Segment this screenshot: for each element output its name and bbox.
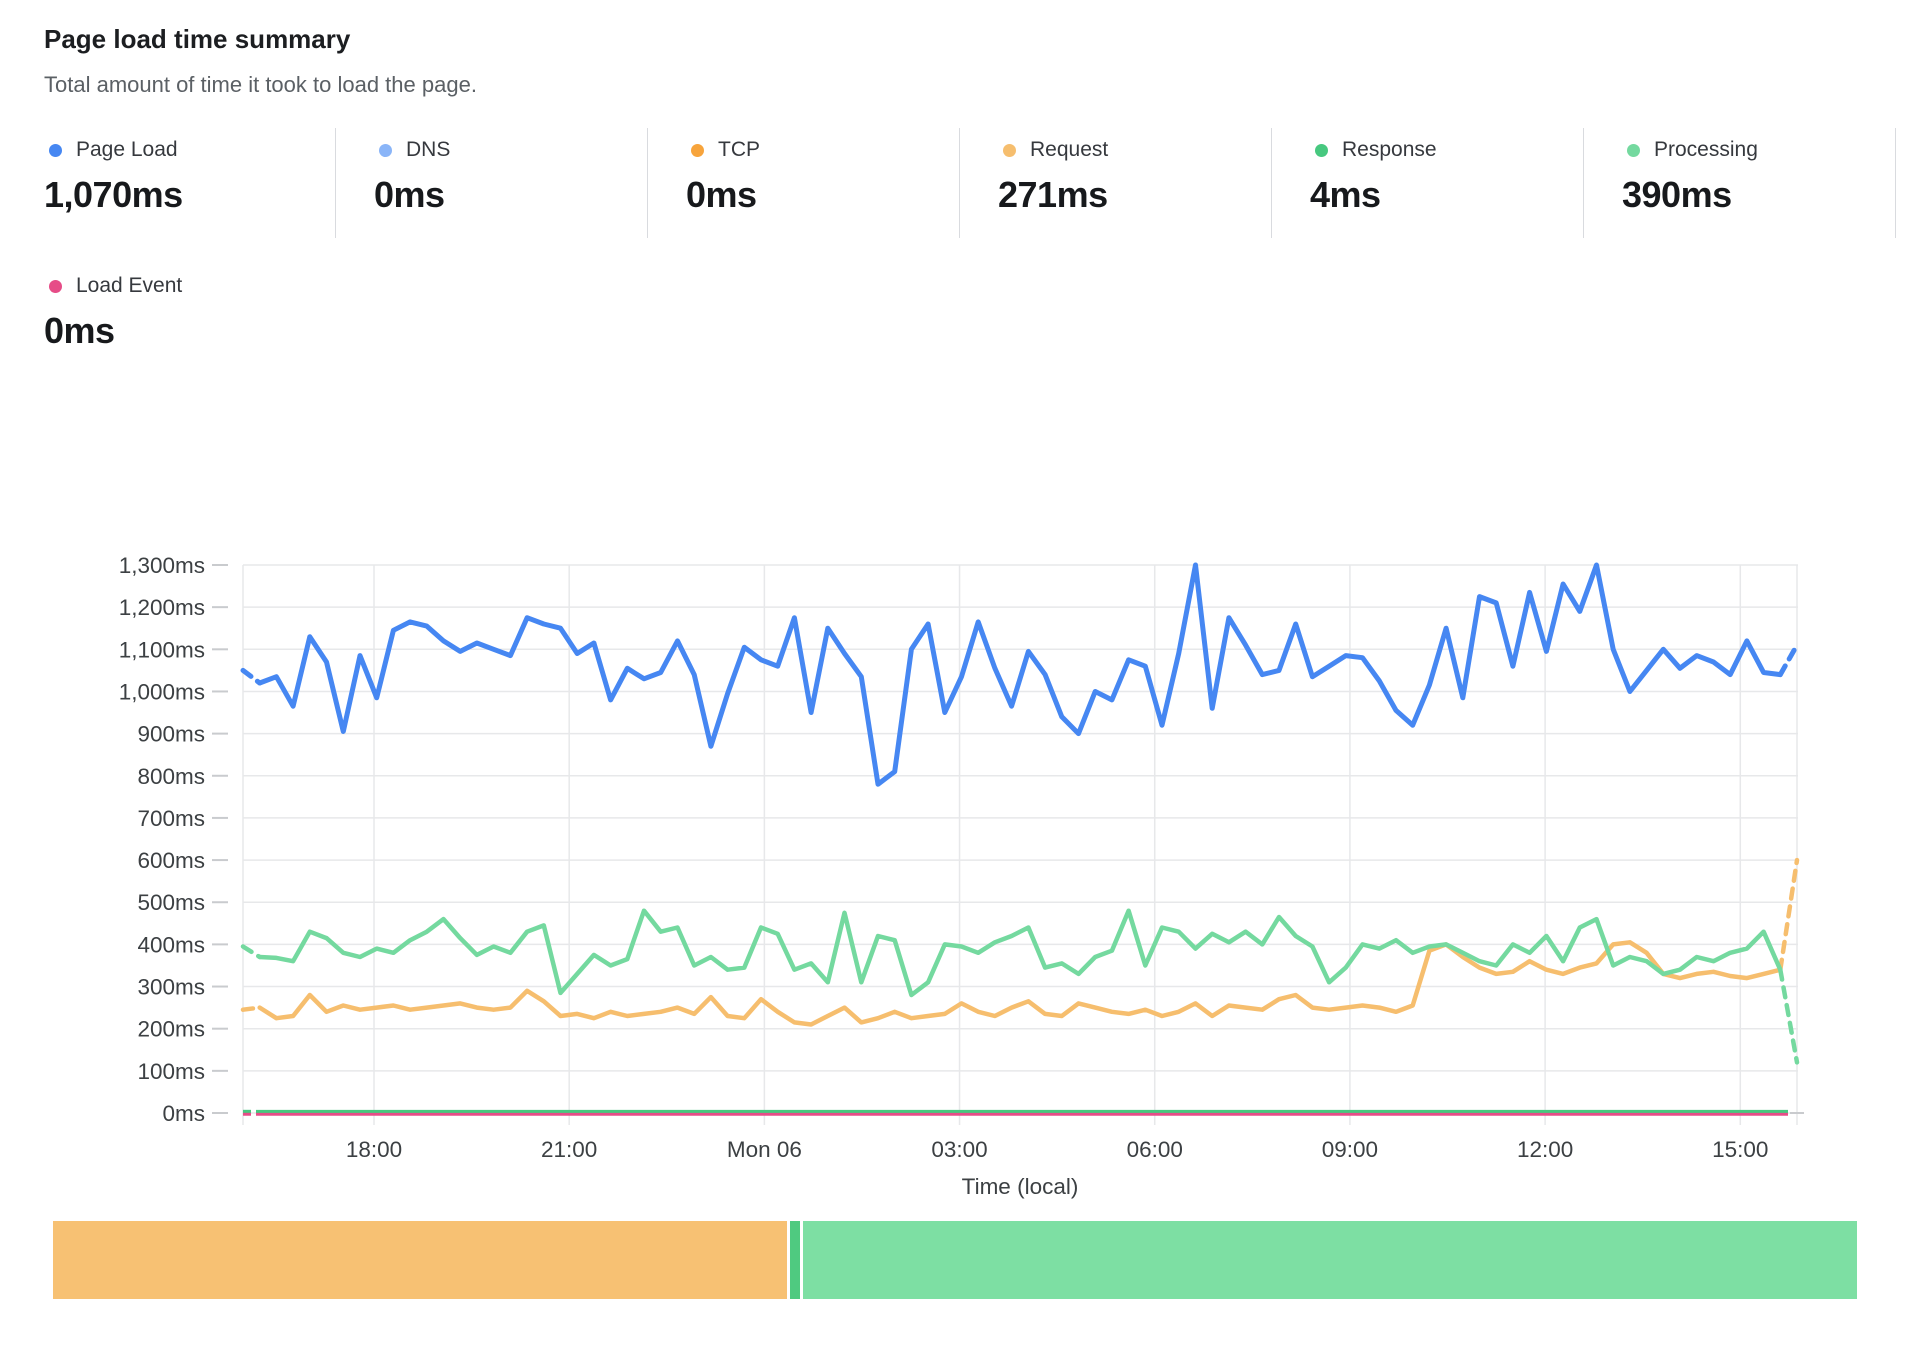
- y-tick-label: 700ms: [137, 806, 205, 831]
- y-tick-label: 100ms: [137, 1059, 205, 1084]
- gridlines: [212, 564, 1804, 1125]
- legend-item-dns[interactable]: DNS 0ms: [336, 128, 648, 238]
- legend-label: Request: [1030, 138, 1109, 161]
- legend-item-page-load[interactable]: Page Load 1,070ms: [44, 128, 336, 238]
- y-tick-label: 300ms: [137, 975, 205, 1000]
- legend-label: Response: [1342, 138, 1437, 161]
- x-tick-label: 18:00: [346, 1137, 402, 1162]
- page-load-series-dot-icon: [49, 143, 62, 157]
- series-line-page_load: [257, 562, 1783, 787]
- legend-item-header: Page Load: [44, 138, 335, 162]
- y-tick-label: 900ms: [137, 722, 205, 747]
- y-tick-label: 800ms: [137, 764, 205, 789]
- legend-item-load-event[interactable]: Load Event 0ms: [44, 264, 336, 374]
- bar-segment-response: [789, 1221, 801, 1299]
- x-tick-label: 12:00: [1517, 1137, 1573, 1162]
- legend-value: 0ms: [44, 310, 115, 351]
- time-breakdown-bar: [53, 1221, 1857, 1299]
- axis-labels: 0ms 100ms 200ms 300ms 400ms 500ms 600ms 700ms 80…: [119, 553, 1769, 1199]
- legend-item-header: DNS: [374, 138, 647, 162]
- legend-value: 0ms: [374, 174, 445, 215]
- y-tick-label: 600ms: [137, 848, 205, 873]
- legend-value: 0ms: [686, 174, 757, 215]
- legend-item-header: Response: [1310, 138, 1583, 162]
- x-tick-label: 21:00: [541, 1137, 597, 1162]
- series-line-page_load-tail-dash: [1777, 642, 1800, 678]
- legend-item-request[interactable]: Request 271ms: [960, 128, 1272, 238]
- request-series-dot-icon: [1003, 143, 1016, 157]
- legend-item-response[interactable]: Response 4ms: [1272, 128, 1584, 238]
- series-line-request: [257, 940, 1783, 1027]
- y-tick-label: 1,100ms: [119, 637, 205, 662]
- page-subtitle: Total amount of time it took to load the…: [44, 72, 477, 97]
- legend-label: TCP: [718, 138, 760, 161]
- legend-value: 390ms: [1622, 174, 1732, 215]
- legend-value: 1,070ms: [44, 174, 183, 215]
- legend-label: Load Event: [76, 274, 183, 297]
- y-tick-label: 200ms: [137, 1017, 205, 1042]
- legend-item-header: TCP: [686, 138, 959, 162]
- legend-label: DNS: [406, 138, 451, 161]
- dns-series-dot-icon: [379, 143, 392, 157]
- x-tick-label: 06:00: [1127, 1137, 1183, 1162]
- response-series-dot-icon: [1315, 143, 1328, 157]
- processing-series-dot-icon: [1627, 143, 1640, 157]
- legend-stats-row: Page Load 1,070ms DNS 0ms TCP 0ms Reques…: [44, 128, 1896, 238]
- x-axis-title: Time (local): [962, 1174, 1079, 1199]
- x-tick-label: Mon 06: [727, 1137, 802, 1162]
- legend-value: 271ms: [998, 174, 1108, 215]
- legend-item-header: Request: [998, 138, 1271, 162]
- series-line-processing: [257, 908, 1783, 998]
- legend-stats-row-2: Load Event 0ms: [44, 264, 336, 374]
- legend-item-header: Processing: [1622, 138, 1895, 162]
- series-line-processing-lead-dash: [240, 944, 262, 960]
- y-tick-label: 1,300ms: [119, 553, 205, 578]
- tcp-series-dot-icon: [691, 143, 704, 157]
- legend-item-tcp[interactable]: TCP 0ms: [648, 128, 960, 238]
- y-tick-label: 400ms: [137, 932, 205, 957]
- x-tick-label: 09:00: [1322, 1137, 1378, 1162]
- load-event-series-dot-icon: [49, 279, 62, 293]
- legend-label: Page Load: [76, 138, 178, 161]
- bar-segment-processing: [802, 1221, 1857, 1299]
- series-lines: [240, 562, 1800, 1116]
- series-line-request-tail-dash: [1778, 857, 1800, 972]
- y-tick-label: 1,000ms: [119, 679, 205, 704]
- legend-item-header: Load Event: [44, 274, 336, 298]
- legend-item-processing[interactable]: Processing 390ms: [1584, 128, 1896, 238]
- series-line-request-lead-dash: [240, 1005, 262, 1012]
- series-line-processing-tail-dash: [1778, 967, 1800, 1065]
- x-tick-label: 03:00: [931, 1137, 987, 1162]
- y-tick-label: 0ms: [162, 1101, 205, 1126]
- bar-segment-request: [53, 1221, 788, 1299]
- y-tick-label: 500ms: [137, 890, 205, 915]
- legend-value: 4ms: [1310, 174, 1381, 215]
- y-tick-label: 1,200ms: [119, 595, 205, 620]
- page-title: Page load time summary: [44, 24, 351, 54]
- series-line-page_load-lead-dash: [240, 667, 263, 686]
- legend-label: Processing: [1654, 138, 1758, 161]
- x-tick-label: 15:00: [1712, 1137, 1768, 1162]
